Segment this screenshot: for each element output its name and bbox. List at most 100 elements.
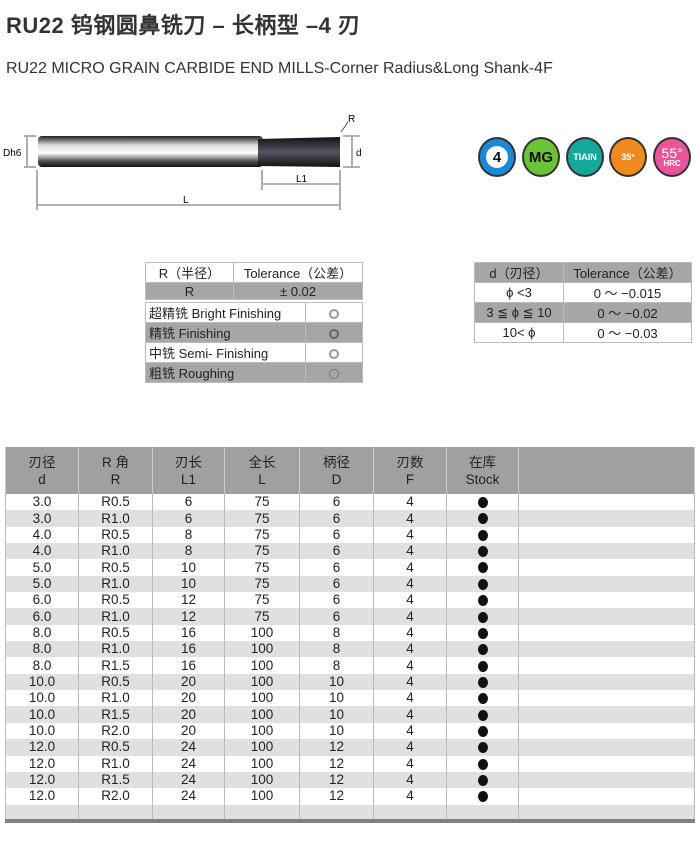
table-cell: R0.5 [78,494,153,511]
table-cell: 6 [299,543,374,560]
table-cell: R0.5 [78,559,153,576]
table-row: 5.0 R1.0 10 75 6 4 [5,575,695,593]
d-tolerance-table: d（刃径） Tolerance（公差） ϕ <3 0 ～ −0.015 3 ≦ ϕ … [474,262,692,343]
table-row: 12.0 R0.5 24 100 12 4 [5,739,695,756]
empty-cell [518,706,695,723]
header-en: Stock [465,471,500,487]
table-cell: 100 [224,755,300,772]
table-cell: 16 [152,657,225,674]
table-cell: R2.0 [78,722,153,740]
page-title: RU22 钨钢圆鼻铣刀 – 长柄型 –4 刃 [6,13,361,38]
table-row: 8.0 R1.5 16 100 8 4 [5,657,695,674]
ring-icon [329,348,339,359]
table-row: 4.0 R1.0 8 75 6 4 [5,543,695,560]
table-cell: 75 [224,526,300,544]
empty-cell [518,657,695,674]
table-cell: 4 [373,608,447,625]
table-cell: R1.0 [78,575,153,593]
stock-dot-icon [477,529,488,541]
in-stock-icon [446,494,519,511]
table-cell: 3.0 [5,494,79,511]
header-en: d [38,471,46,487]
table-cell: 10.0 [5,673,79,691]
table-cell: 24 [152,771,225,789]
empty-cell [518,673,695,691]
table-cell: 12.0 [5,771,79,789]
table-cell: 10 [299,673,374,691]
in-stock-icon [446,592,519,609]
table-cell: 8 [299,657,374,674]
finish-label: 中铣 Semi- Finishing [145,342,306,363]
in-stock-icon [446,690,519,707]
empty-cell [373,804,447,823]
ring-icon [329,328,339,339]
table-row: 3.0 R0.5 6 75 6 4 [5,494,695,511]
table-cell: 100 [224,788,300,805]
table-cell: 12 [299,739,374,756]
empty-cell [446,804,519,823]
table-row: 8.0 R0.5 16 100 8 4 [5,624,695,642]
in-stock-icon [446,755,519,772]
table-cell: 4 [373,657,447,674]
stock-dot-icon [477,758,488,770]
table-cell: 10 [299,706,374,723]
table-cell: 4 [373,771,447,789]
in-stock-icon [446,739,519,756]
table-row: 5.0 R0.5 10 75 6 4 [5,559,695,576]
cell: 0 ～ −0.015 [563,282,692,303]
table-cell: 12.0 [5,788,79,805]
table-cell: 12 [299,771,374,789]
column-header: 刃径 d [5,447,79,494]
empty-cell [518,722,695,740]
empty-cell [5,804,79,823]
empty-cell [518,543,695,560]
empty-cell [518,624,695,642]
header-en: R [110,471,121,487]
table-cell: 75 [224,543,300,560]
table-cell: 8.0 [5,657,79,674]
table-cell: R0.5 [78,592,153,609]
table-cell: R1.0 [78,543,153,560]
empty-cell [518,755,695,772]
cell: R [145,282,234,300]
table-cell: R1.5 [78,771,153,789]
table-cell: 8 [299,641,374,658]
table-cell: 75 [224,510,300,527]
stock-dot-icon [477,660,488,672]
table-cell: 75 [224,494,300,511]
table-cell: 4 [373,510,447,527]
table-cell: R1.0 [78,755,153,772]
table-cell: 12.0 [5,739,79,756]
table-cell: 16 [152,641,225,658]
table-cell: 8 [299,624,374,642]
empty-cell [518,575,695,593]
table-cell: 6 [299,608,374,625]
end-mill-drawing: Dh6 R d L1 L [3,114,362,210]
table-cell: 8.0 [5,641,79,658]
header-cell: R（半径） [145,262,234,283]
table-cell: R2.0 [78,788,153,805]
table-cell: 6 [152,510,225,527]
header-cn: 刃数 [396,454,424,470]
empty-cell [518,771,695,789]
empty-cell [78,804,153,823]
table-row: 12.0 R1.5 24 100 12 4 [5,771,695,789]
table-row: 10.0 R0.5 20 100 10 4 [5,673,695,691]
table-cell: R1.0 [78,510,153,527]
header-en: L [258,471,266,487]
header-cn: 刃径 [28,454,56,470]
table-row: 6.0 R0.5 12 75 6 4 [5,592,695,609]
stock-dot-icon [477,725,488,737]
table-row: 3.0 R1.0 6 75 6 4 [5,510,695,527]
table-cell: 4.0 [5,526,79,544]
table-cell: 6 [299,592,374,609]
table-cell: 10.0 [5,722,79,740]
header-cell: Tolerance（公差） [563,262,692,283]
table-cell: 8 [152,526,225,544]
ring-icon [329,308,339,319]
table-cell: 12 [152,608,225,625]
table-cell: 4 [373,543,447,560]
table-cell: 12.0 [5,755,79,772]
table-cell: 5.0 [5,575,79,593]
